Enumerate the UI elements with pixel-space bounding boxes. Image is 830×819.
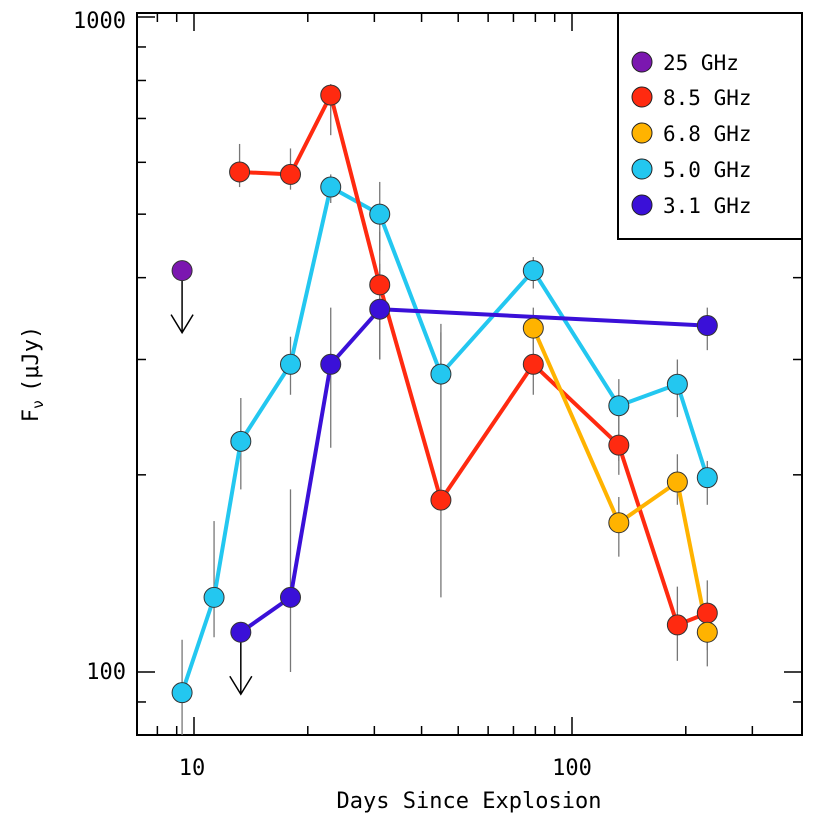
legend-label-5-0ghz: 5.0 GHz	[663, 158, 752, 182]
data-point-8-5ghz	[279, 163, 301, 185]
series-points	[170, 84, 718, 704]
legend-item-25ghz: 25 GHz	[631, 51, 739, 75]
x-axis-label: Days Since Explosion	[337, 789, 602, 814]
plot-frame	[136, 12, 803, 736]
data-point-3-1ghz	[279, 586, 301, 608]
upper-limit-arrowhead-25ghz	[170, 314, 194, 335]
y-axis-label-unit: (μJy)	[19, 326, 44, 392]
data-point-8-5ghz	[666, 614, 688, 636]
data-point-8-5ghz	[320, 84, 342, 106]
data-point-3-1ghz	[369, 298, 391, 320]
legend-label-8-5ghz: 8.5 GHz	[663, 86, 752, 110]
legend-label-25ghz: 25 GHz	[663, 51, 739, 75]
data-point-5-0ghz	[320, 176, 342, 198]
data-point-6-8ghz	[608, 512, 630, 534]
y-tick-label-100: 100	[86, 660, 126, 685]
x-tick-label-10: 10	[179, 756, 206, 781]
series-layer	[170, 84, 718, 735]
data-point-5-0ghz	[203, 586, 225, 608]
legend-marker-5-0ghz	[631, 158, 653, 180]
data-point-5-0ghz	[696, 467, 718, 489]
data-point-5-0ghz	[522, 260, 544, 282]
data-point-5-0ghz	[369, 203, 391, 225]
data-point-5-0ghz	[171, 682, 193, 704]
upper-limit-arrowhead-3-1ghz	[229, 675, 253, 696]
legend-item-8-5ghz: 8.5 GHz	[631, 86, 752, 110]
data-point-8-5ghz	[430, 489, 452, 511]
y-axis-label-subscript: ν	[29, 400, 47, 409]
legend-marker-25ghz	[631, 51, 653, 73]
data-point-3-1ghz	[230, 621, 252, 643]
legend-item-5-0ghz: 5.0 GHz	[631, 158, 752, 182]
legend-marker-8-5ghz	[631, 86, 653, 108]
series-line-3-1ghz	[239, 307, 708, 634]
data-point-5-0ghz	[279, 353, 301, 375]
y-tick-label-1000: 1000	[73, 9, 126, 34]
legend-marker-3-1ghz	[631, 194, 653, 216]
data-point-8-5ghz	[522, 353, 544, 375]
data-point-6-8ghz	[696, 621, 718, 643]
y-axis-label-main: F	[19, 409, 44, 422]
legend-label-6-8ghz: 6.8 GHz	[663, 122, 752, 146]
data-point-5-0ghz	[666, 373, 688, 395]
y-axis-label: Fν (μJy)	[19, 326, 47, 423]
data-point-3-1ghz	[320, 353, 342, 375]
data-point-8-5ghz	[608, 434, 630, 456]
data-point-6-8ghz	[522, 317, 544, 339]
data-point-5-0ghz	[608, 395, 630, 417]
x-tick-label-100: 100	[552, 756, 592, 781]
data-point-5-0ghz	[230, 430, 252, 452]
legend-marker-6-8ghz	[631, 122, 653, 144]
legend-item-6-8ghz: 6.8 GHz	[631, 122, 752, 146]
svg-text:Fν(μJy): Fν (μJy)	[19, 326, 47, 423]
series-line-6-8ghz	[531, 327, 710, 633]
legend: 25 GHz 8.5 GHz 6.8 GHz 5.0 GHz 3.1 GHz	[617, 12, 803, 240]
legend-label-3-1ghz: 3.1 GHz	[663, 194, 752, 218]
data-point-8-5ghz	[369, 274, 391, 296]
legend-item-3-1ghz: 3.1 GHz	[631, 194, 752, 218]
data-point-8-5ghz	[696, 602, 718, 624]
data-point-5-0ghz	[430, 363, 452, 385]
data-point-8-5ghz	[229, 161, 251, 183]
data-point-3-1ghz	[696, 315, 718, 337]
data-point-25ghz	[171, 260, 193, 282]
data-point-6-8ghz	[666, 471, 688, 493]
